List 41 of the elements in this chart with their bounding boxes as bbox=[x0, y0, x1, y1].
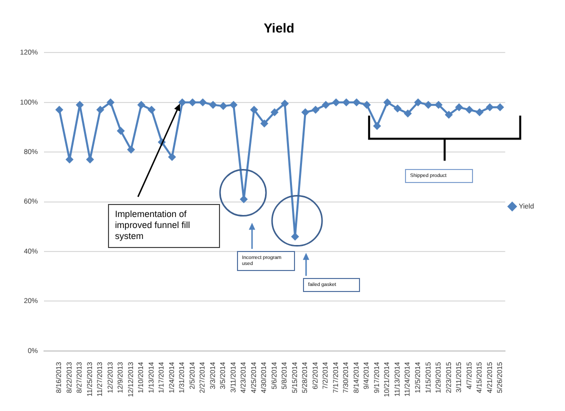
point bbox=[168, 153, 176, 162]
point bbox=[414, 98, 422, 106]
point bbox=[137, 100, 146, 109]
point bbox=[55, 106, 64, 114]
point bbox=[352, 98, 361, 106]
point bbox=[198, 98, 207, 106]
point bbox=[404, 110, 412, 118]
point bbox=[188, 98, 197, 106]
point bbox=[209, 100, 218, 109]
point bbox=[260, 119, 268, 128]
point bbox=[230, 100, 238, 109]
point bbox=[322, 100, 330, 109]
point bbox=[383, 98, 392, 106]
point bbox=[96, 106, 104, 114]
point bbox=[362, 100, 371, 109]
point bbox=[250, 106, 258, 114]
point bbox=[291, 232, 300, 241]
chart-title: Yield bbox=[264, 20, 294, 36]
point bbox=[280, 100, 289, 108]
point bbox=[394, 104, 402, 113]
point bbox=[444, 110, 453, 119]
point bbox=[465, 106, 474, 114]
point bbox=[270, 108, 279, 116]
point bbox=[424, 100, 432, 109]
point bbox=[116, 126, 125, 135]
point bbox=[332, 98, 340, 106]
point bbox=[342, 98, 350, 106]
point bbox=[486, 103, 494, 112]
point bbox=[496, 103, 504, 112]
point bbox=[148, 106, 156, 114]
point bbox=[373, 122, 382, 130]
point bbox=[178, 98, 186, 106]
point bbox=[455, 103, 464, 112]
point bbox=[301, 108, 310, 116]
point bbox=[106, 98, 115, 106]
point bbox=[476, 108, 484, 116]
point bbox=[219, 102, 228, 110]
annotation: Implementation of improved funnel fill system bbox=[108, 204, 220, 248]
point bbox=[434, 100, 443, 109]
point bbox=[127, 146, 136, 154]
point bbox=[312, 106, 320, 114]
